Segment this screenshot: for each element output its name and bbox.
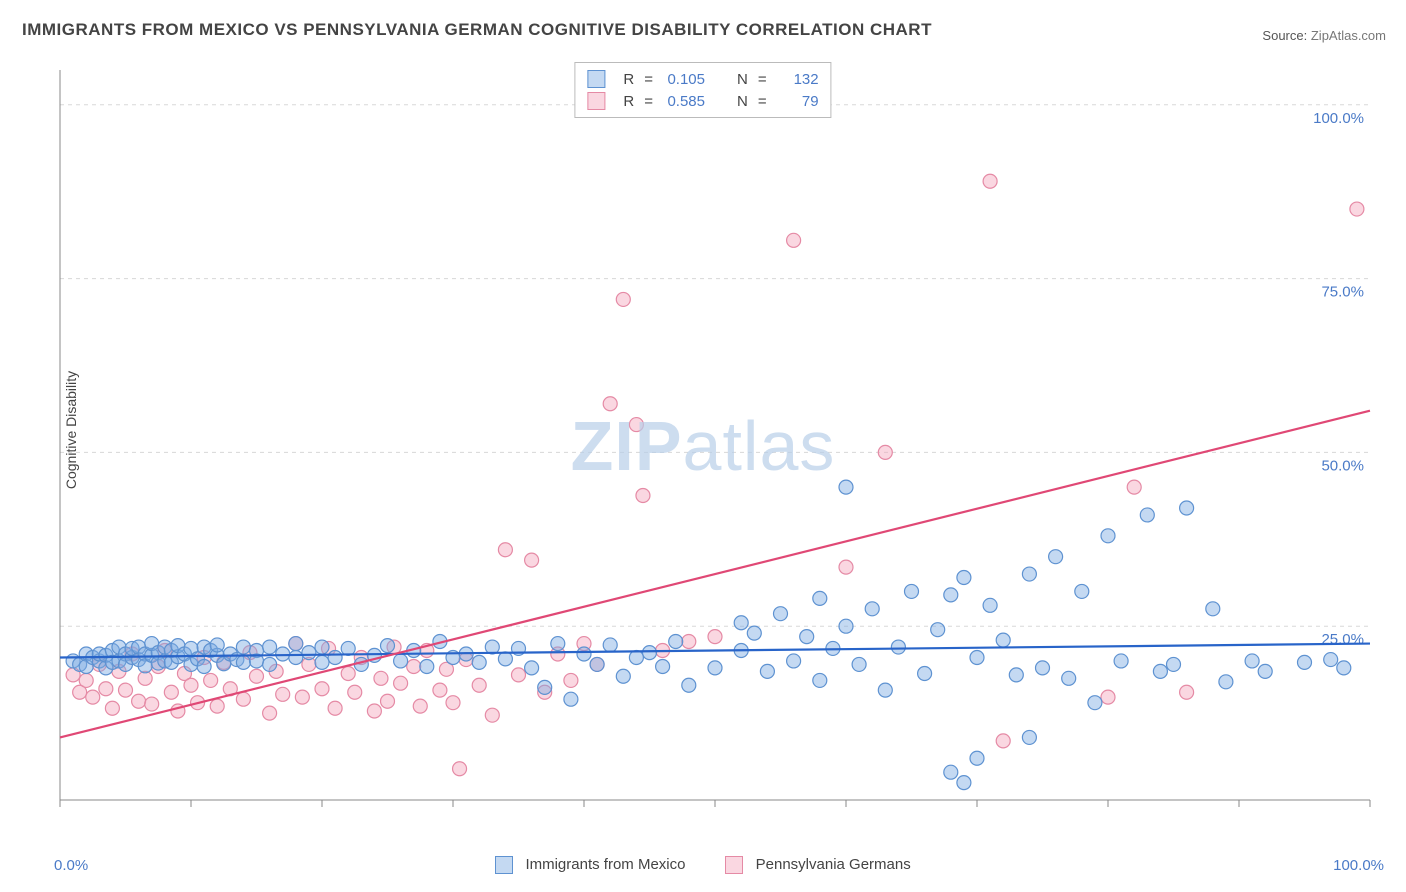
- r-value-series2: 0.585: [663, 93, 705, 110]
- svg-text:50.0%: 50.0%: [1321, 457, 1364, 474]
- source-value: ZipAtlas.com: [1311, 28, 1386, 43]
- r-value-series1: 0.105: [663, 71, 705, 88]
- n-value-series2: 79: [777, 93, 819, 110]
- swatch-series2-icon: [587, 92, 605, 110]
- svg-text:100.0%: 100.0%: [1313, 110, 1364, 127]
- source-attribution: Source: ZipAtlas.com: [1262, 28, 1386, 43]
- bottom-legend: Immigrants from Mexico Pennsylvania Germ…: [0, 856, 1406, 874]
- svg-text:75.0%: 75.0%: [1321, 284, 1364, 301]
- eq: =: [644, 71, 653, 88]
- swatch-series1-icon: [587, 70, 605, 88]
- n-label: N: [737, 71, 748, 88]
- r-label: R: [623, 71, 634, 88]
- scatter-plot: 25.0% 50.0% 75.0% 100.0%: [50, 60, 1380, 830]
- n-value-series1: 132: [777, 71, 819, 88]
- legend-item-series1: Immigrants from Mexico: [495, 856, 685, 874]
- swatch-series2-icon: [725, 856, 743, 874]
- r-label: R: [623, 93, 634, 110]
- eq: =: [758, 93, 767, 110]
- legend-row-series1: R = 0.105 N = 132: [587, 68, 818, 90]
- eq: =: [644, 93, 653, 110]
- svg-text:25.0%: 25.0%: [1321, 631, 1364, 648]
- legend-label-series2: Pennsylvania Germans: [756, 856, 911, 873]
- swatch-series1-icon: [495, 856, 513, 874]
- eq: =: [758, 71, 767, 88]
- chart-title: IMMIGRANTS FROM MEXICO VS PENNSYLVANIA G…: [22, 20, 932, 40]
- legend-row-series2: R = 0.585 N = 79: [587, 90, 818, 112]
- legend-item-series2: Pennsylvania Germans: [725, 856, 910, 874]
- legend-label-series1: Immigrants from Mexico: [525, 856, 685, 873]
- correlation-legend: R = 0.105 N = 132 R = 0.585 N = 79: [574, 62, 831, 118]
- source-label: Source:: [1262, 28, 1307, 43]
- n-label: N: [737, 93, 748, 110]
